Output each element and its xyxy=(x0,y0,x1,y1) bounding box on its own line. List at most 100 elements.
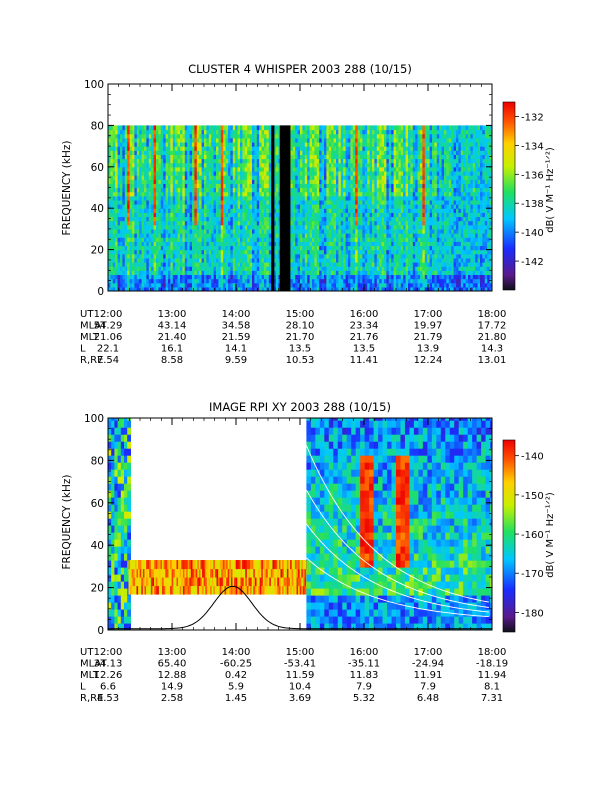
spectrogram-cell xyxy=(379,249,383,255)
spectrogram-cell xyxy=(343,150,347,155)
spectrogram-cell xyxy=(139,270,143,276)
spectrogram-cell xyxy=(384,228,387,234)
spectrogram-cell xyxy=(216,233,219,238)
spectrogram-cell xyxy=(160,216,164,222)
spectrogram-cell xyxy=(252,249,255,255)
spectrogram-cell xyxy=(206,195,210,201)
spectrogram-cell xyxy=(369,129,373,135)
spectrogram-cell xyxy=(170,129,174,135)
spectrogram-cell xyxy=(391,220,395,226)
spectrogram-cell xyxy=(304,158,308,164)
spectrogram-cell xyxy=(129,237,133,242)
spectrogram-cell xyxy=(360,220,363,226)
spectrogram-cell xyxy=(328,162,332,168)
spectrogram-cell xyxy=(316,187,320,193)
spectrogram-cell xyxy=(120,224,123,230)
spectrogram-cell xyxy=(290,158,294,164)
spectrogram-cell xyxy=(391,204,395,209)
spectrogram-cell xyxy=(393,262,397,267)
spectrogram-cell xyxy=(117,150,121,155)
spectrogram-cell xyxy=(230,141,234,147)
spectrogram-cell xyxy=(247,162,251,168)
spectrogram-cell xyxy=(256,286,260,291)
spectrogram-cell xyxy=(247,241,251,247)
spectrogram-cell xyxy=(192,195,195,201)
spectrogram-cell xyxy=(247,220,251,226)
spectrogram-cell xyxy=(170,150,174,155)
spectrogram-cell xyxy=(321,278,325,284)
spectrogram-cell xyxy=(110,278,114,284)
spectrogram-cell xyxy=(403,253,407,259)
spectrogram-cell xyxy=(228,228,231,234)
spectrogram-cell xyxy=(254,212,258,218)
spectrogram-cell xyxy=(273,208,277,213)
spectrogram-cell xyxy=(333,150,337,155)
spectrogram-cell xyxy=(360,253,363,259)
spectrogram-cell xyxy=(364,179,368,184)
spectrogram-cell xyxy=(336,237,339,242)
spectrogram-cell xyxy=(331,257,335,263)
spectrogram-cell xyxy=(376,195,380,201)
spectrogram-cell xyxy=(326,266,330,271)
spectrogram-cell xyxy=(223,166,227,172)
spectrogram-cell xyxy=(230,158,234,164)
spectrogram-cell xyxy=(228,158,231,164)
spectrogram-cell xyxy=(302,154,306,160)
spectrogram-cell xyxy=(393,241,397,247)
spectrogram-cell xyxy=(206,208,210,213)
spectrogram-cell xyxy=(172,183,176,189)
spectrogram-cell xyxy=(180,183,183,189)
spectrogram-cell xyxy=(355,257,359,263)
spectrogram-cell xyxy=(134,241,138,247)
spectrogram-cell xyxy=(364,146,368,151)
spectrogram-cell xyxy=(194,208,198,213)
spectrogram-cell xyxy=(204,199,207,205)
spectrogram-cell xyxy=(134,270,138,276)
spectrogram-cell xyxy=(141,191,145,197)
spectrogram-cell xyxy=(316,146,320,151)
spectrogram-cell xyxy=(333,129,337,135)
spectrogram-cell xyxy=(384,170,387,176)
spectrogram-cell xyxy=(132,175,135,180)
spectrogram-cell xyxy=(220,195,224,201)
spectrogram-cell xyxy=(172,179,176,184)
spectrogram-cell xyxy=(400,187,404,193)
spectrogram-cell xyxy=(177,286,181,291)
spectrogram-cell xyxy=(129,158,133,164)
spectrogram-cell xyxy=(273,154,277,160)
spectrogram-cell xyxy=(384,212,387,218)
spectrogram-cell xyxy=(249,228,253,234)
spectrogram-cell xyxy=(261,224,265,230)
spectrogram-cell xyxy=(336,286,339,291)
spectrogram-cell xyxy=(386,270,390,276)
spectrogram-cell xyxy=(146,175,150,180)
spectrogram-cell xyxy=(141,249,145,255)
spectrogram-cell xyxy=(302,208,306,213)
spectrogram-cell xyxy=(328,175,332,180)
spectrogram-cell xyxy=(177,175,181,180)
spectrogram-cell xyxy=(170,237,174,242)
spectrogram-cell xyxy=(343,141,347,147)
spectrogram-cell xyxy=(204,220,207,226)
spectrogram-cell xyxy=(256,257,260,263)
spectrogram-cell xyxy=(292,199,296,205)
spectrogram-cell xyxy=(350,208,354,213)
spectrogram-cell xyxy=(331,158,335,164)
spectrogram-cell xyxy=(235,257,239,263)
spectrogram-cell xyxy=(343,133,347,139)
spectrogram-cell xyxy=(108,224,111,230)
spectrogram-cell xyxy=(384,208,387,213)
spectrogram-cell xyxy=(398,170,402,176)
spectrogram-cell xyxy=(237,286,241,291)
spectrogram-cell xyxy=(187,228,191,234)
spectrogram-cell xyxy=(182,154,186,160)
spectrogram-cell xyxy=(201,282,205,288)
spectrogram-cell xyxy=(266,191,270,197)
spectrogram-cell xyxy=(184,216,188,222)
spectrogram-cell xyxy=(163,141,167,147)
spectrogram-cell xyxy=(120,166,123,172)
spectrogram-cell xyxy=(153,245,157,251)
spectrogram-cell xyxy=(369,245,373,251)
spectrogram-cell xyxy=(168,278,171,284)
spectrogram-cell xyxy=(199,133,203,139)
